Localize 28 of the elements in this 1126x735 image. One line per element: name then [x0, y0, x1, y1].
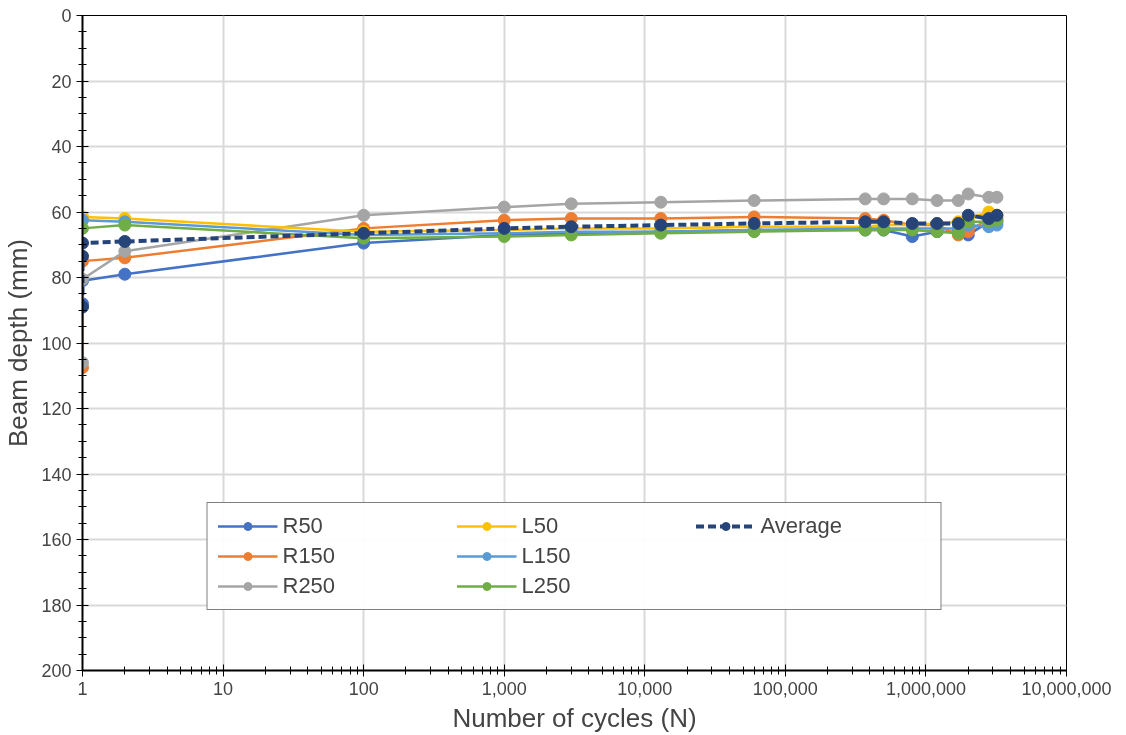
x-tick-label: 100,000: [752, 678, 818, 699]
x-tick-label: 1: [77, 678, 88, 699]
y-tick-label: 100: [41, 333, 72, 354]
x-axis-title: Number of cycles (N): [452, 702, 697, 733]
x-tick-label: 10,000: [617, 678, 673, 699]
x-tick-label: 100: [348, 678, 379, 699]
y-tick-label: 200: [41, 661, 72, 681]
y-tick-label: 20: [51, 71, 72, 92]
y-tick-label: 180: [41, 595, 72, 616]
y-tick-label: 60: [51, 202, 72, 223]
legend-label: L150: [521, 543, 572, 569]
y-tick-label: 80: [51, 268, 72, 288]
y-tick-label: 40: [51, 137, 72, 157]
legend-label: R250: [282, 573, 337, 599]
x-tick-label: 10: [213, 678, 234, 699]
legend-label: R50: [282, 513, 324, 539]
x-tick-label: 1,000: [481, 678, 527, 699]
y-tick-label: 160: [41, 530, 72, 550]
y-axis-title: Beam depth (mm): [3, 238, 34, 448]
legend-label: L250: [521, 573, 572, 599]
y-tick-label: 0: [61, 6, 72, 26]
legend-label: R150: [282, 543, 337, 569]
x-tick-label: 1,000,000: [885, 678, 966, 699]
y-tick-label: 120: [41, 399, 72, 419]
legend-label: L50: [521, 513, 560, 539]
legend-label: Average: [760, 513, 844, 539]
y-tick-label: 140: [41, 464, 72, 485]
x-tick-label: 10,000,000: [1021, 678, 1112, 699]
